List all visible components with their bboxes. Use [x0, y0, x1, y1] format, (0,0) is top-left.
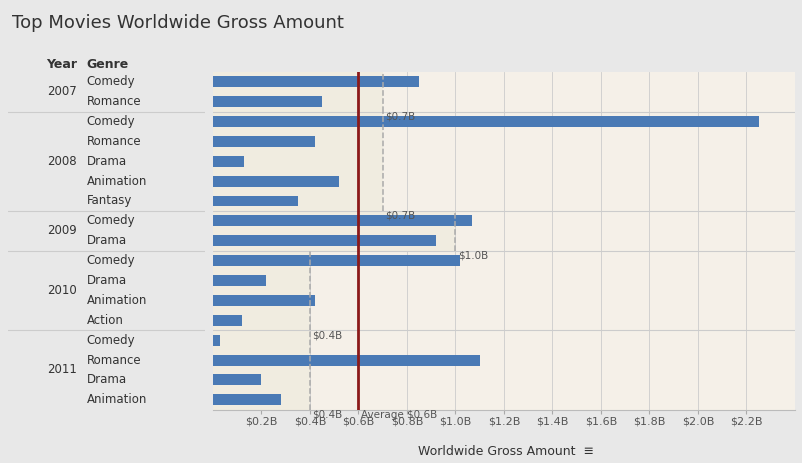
Text: Year: Year [46, 58, 76, 71]
Bar [213, 355, 479, 365]
Text: $0.4B: $0.4B [312, 410, 342, 420]
Text: Genre: Genre [87, 58, 128, 71]
Bar [213, 330, 310, 410]
Bar [213, 335, 220, 346]
Bar [213, 215, 472, 226]
Text: Average $0.6B: Average $0.6B [360, 410, 436, 420]
Text: Comedy: Comedy [87, 75, 135, 88]
Bar [213, 394, 281, 405]
Text: Comedy: Comedy [87, 334, 135, 347]
Text: $1.0B: $1.0B [457, 250, 488, 261]
Bar [213, 275, 265, 286]
Bar [213, 156, 244, 167]
Text: $0.7B: $0.7B [384, 112, 415, 121]
Text: 2007: 2007 [47, 85, 76, 98]
Bar [213, 72, 382, 112]
Text: 2010: 2010 [47, 284, 76, 297]
Bar [213, 315, 241, 326]
Text: Romance: Romance [87, 354, 141, 367]
Text: Drama: Drama [87, 234, 127, 247]
Text: Worldwide Gross Amount  ≡: Worldwide Gross Amount ≡ [417, 445, 593, 458]
Text: 2008: 2008 [47, 155, 76, 168]
Bar [213, 235, 435, 246]
Bar [213, 375, 261, 385]
Text: 2009: 2009 [47, 224, 76, 238]
Text: $0.7B: $0.7B [384, 211, 415, 221]
Text: Romance: Romance [87, 135, 141, 148]
Text: Animation: Animation [87, 294, 147, 307]
Bar [213, 175, 338, 187]
Bar [213, 250, 310, 330]
Bar [213, 76, 419, 87]
Text: Top Movies Worldwide Gross Amount: Top Movies Worldwide Gross Amount [12, 14, 343, 32]
Text: Fantasy: Fantasy [87, 194, 132, 207]
Text: Drama: Drama [87, 155, 127, 168]
Text: 2011: 2011 [47, 363, 76, 376]
Text: Animation: Animation [87, 393, 147, 407]
Text: Comedy: Comedy [87, 214, 135, 227]
Bar [213, 295, 314, 306]
Bar [213, 211, 455, 250]
Bar [213, 116, 758, 127]
Bar [213, 255, 460, 266]
Text: Drama: Drama [87, 374, 127, 387]
Text: $0.4B: $0.4B [312, 330, 342, 340]
Text: Action: Action [87, 314, 124, 327]
Bar [213, 96, 322, 107]
Text: Drama: Drama [87, 274, 127, 287]
Bar [213, 136, 314, 147]
Bar [213, 195, 298, 206]
Bar [213, 112, 382, 211]
Text: Comedy: Comedy [87, 254, 135, 267]
Text: Comedy: Comedy [87, 115, 135, 128]
Text: Romance: Romance [87, 95, 141, 108]
Text: Animation: Animation [87, 175, 147, 188]
